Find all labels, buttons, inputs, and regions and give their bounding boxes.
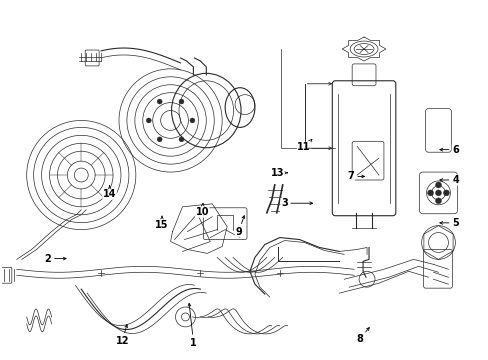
- Text: 2: 2: [44, 253, 66, 264]
- Text: 12: 12: [115, 325, 129, 346]
- Circle shape: [189, 118, 195, 123]
- Text: 6: 6: [439, 145, 458, 155]
- Circle shape: [157, 137, 162, 142]
- Text: 3: 3: [280, 198, 312, 208]
- Text: 15: 15: [155, 216, 168, 230]
- Text: 14: 14: [102, 186, 116, 199]
- Circle shape: [435, 198, 441, 204]
- Circle shape: [443, 190, 448, 196]
- Text: 5: 5: [439, 218, 458, 228]
- Circle shape: [435, 182, 441, 188]
- Circle shape: [427, 190, 433, 196]
- Text: 9: 9: [235, 216, 244, 237]
- Text: 13: 13: [270, 168, 287, 178]
- Circle shape: [157, 99, 162, 104]
- Text: 8: 8: [356, 328, 368, 344]
- Text: 4: 4: [439, 175, 458, 185]
- Circle shape: [146, 118, 151, 123]
- Text: 11: 11: [297, 139, 311, 152]
- Circle shape: [179, 137, 183, 142]
- Circle shape: [435, 190, 441, 196]
- Text: 7: 7: [347, 171, 364, 181]
- Text: 10: 10: [195, 203, 208, 217]
- Circle shape: [179, 99, 183, 104]
- Text: 1: 1: [188, 303, 197, 347]
